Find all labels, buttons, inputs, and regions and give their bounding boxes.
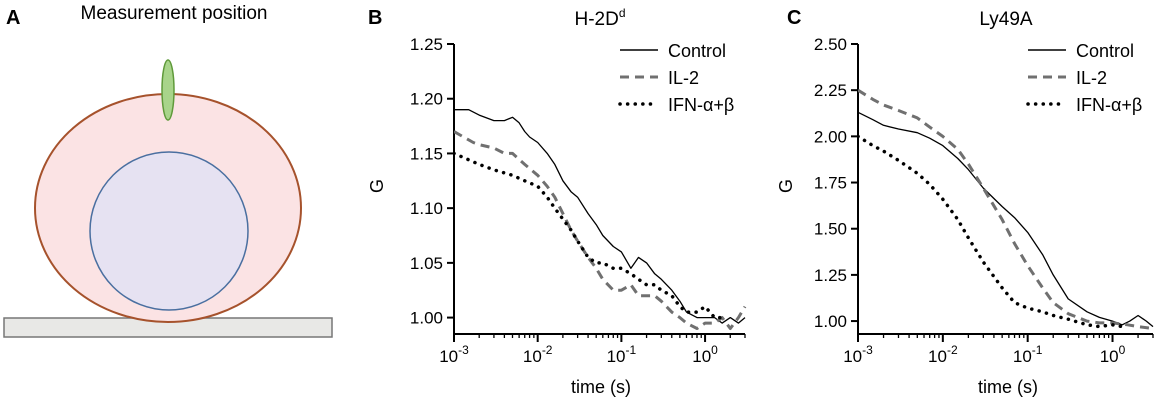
panel-b-letter: B <box>368 7 382 29</box>
panel-c-plot: 1.00 1.25 1.50 1.75 2.00 2.25 2.50 10-3 10-2 10-1… <box>814 35 1154 366</box>
panel-a: A Measurement position <box>3 3 333 338</box>
y-tick-label: 2.00 <box>814 127 847 146</box>
panel-b-ylabel: G <box>367 179 387 193</box>
series-line-control <box>858 111 1154 328</box>
x-tick-label: 10-3 <box>439 343 469 366</box>
y-tick-label: 1.25 <box>410 35 443 54</box>
y-tick-label: 1.25 <box>814 266 847 285</box>
panel-b-title: H-2Dd <box>574 6 625 30</box>
x-tick-label: 100 <box>692 343 718 366</box>
y-tick-label: 1.20 <box>410 90 443 109</box>
series-line-il2 <box>454 130 747 330</box>
legend-label-ifn: IFN-α+β <box>668 95 734 115</box>
cell-nucleus <box>89 151 249 311</box>
legend-label-control: Control <box>1076 41 1134 61</box>
y-tick-label: 2.50 <box>814 35 847 54</box>
panel-c-xlabel: time (s) <box>978 377 1038 397</box>
x-tick-label: 10-2 <box>523 343 553 366</box>
y-tick-label: 1.75 <box>814 174 847 193</box>
panel-a-title: Measurement position <box>81 3 268 24</box>
y-tick-label: 1.50 <box>814 220 847 239</box>
legend-label-control: Control <box>668 41 726 61</box>
panel-b: B H-2Dd G time (s) 1.001.051.101.151.201… <box>367 6 747 397</box>
series-line-control <box>454 109 746 324</box>
measurement-probe <box>161 59 175 121</box>
legend-label-il2: IL-2 <box>1076 68 1107 88</box>
panel-c-ylabel: G <box>776 179 796 193</box>
series-line-ifn <box>858 134 1124 329</box>
y-tick-label: 1.15 <box>410 144 443 163</box>
legend-label-il2: IL-2 <box>668 68 699 88</box>
panel-c-legend: Control IL-2 IFN-α+β <box>1026 41 1142 115</box>
panel-a-letter: A <box>6 7 20 29</box>
panel-c: C Ly49A G time (s) 1.00 1.25 1.50 1.75 2.00 2… <box>776 7 1154 397</box>
y-tick-label: 1.10 <box>410 199 443 218</box>
panel-b-title-main: H-2D <box>574 9 618 30</box>
x-tick-label: 100 <box>1100 343 1126 366</box>
y-tick-label: 1.05 <box>410 254 443 273</box>
panel-b-plot: 1.00 1.05 1.10 1.15 1.20 1.25 10-3 10-2 10-1 100 <box>410 35 747 366</box>
x-tick-label: 10-2 <box>928 343 958 366</box>
y-tick-label: 1.00 <box>814 312 847 331</box>
legend-label-ifn: IFN-α+β <box>1076 95 1142 115</box>
x-tick-label: 10-3 <box>843 343 873 366</box>
panel-b-xlabel: time (s) <box>571 377 631 397</box>
panel-c-letter: C <box>787 7 801 29</box>
x-tick-label: 10-1 <box>607 343 637 366</box>
y-tick-label: 2.25 <box>814 81 847 100</box>
y-tick-label: 1.00 <box>410 309 443 328</box>
panel-b-title-sup: d <box>619 6 626 20</box>
series-line-il2 <box>858 88 1154 330</box>
panel-b-legend: Control IL-2 IFN-α+β <box>618 41 734 115</box>
x-tick-label: 10-1 <box>1013 343 1043 366</box>
panel-c-title: Ly49A <box>979 9 1032 30</box>
series-line-ifn <box>454 151 724 320</box>
